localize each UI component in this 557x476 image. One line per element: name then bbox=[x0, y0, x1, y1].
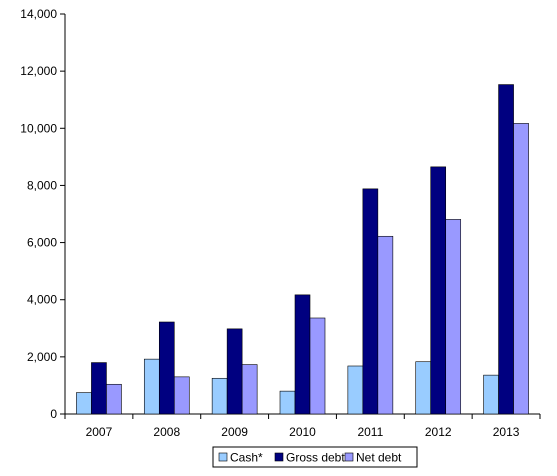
bar-gross-debt-2010 bbox=[294, 294, 311, 415]
bar-cash-2012 bbox=[415, 361, 432, 415]
bar-gross-debt-2008 bbox=[158, 321, 175, 415]
legend-swatch bbox=[218, 452, 228, 462]
bar-cash-2009 bbox=[211, 377, 228, 415]
bar-net-debt-2011 bbox=[377, 235, 394, 415]
y-tick-label: 10,000 bbox=[20, 121, 57, 135]
x-tick-label: 2008 bbox=[153, 425, 180, 439]
bar-cash-2011 bbox=[347, 365, 364, 415]
x-axis: 2007 2008 2009 2010 2011 2012 2013 bbox=[64, 413, 541, 439]
legend-label: Cash* bbox=[230, 451, 263, 465]
bar-gross-debt-2007 bbox=[91, 362, 107, 415]
bar-cash-2010 bbox=[279, 390, 296, 415]
y-tick-label: 12,000 bbox=[20, 64, 57, 78]
bar-net-debt-2010 bbox=[309, 317, 326, 415]
legend-label: Gross debt bbox=[286, 451, 345, 465]
bar-net-debt-2009 bbox=[241, 364, 258, 415]
y-tick-label: 4,000 bbox=[27, 293, 57, 307]
bar-cash-2008 bbox=[143, 358, 160, 415]
y-tick-label: 2,000 bbox=[27, 350, 57, 364]
bar-net-debt-2013 bbox=[513, 123, 529, 415]
x-tick-label: 2007 bbox=[86, 425, 113, 439]
bar-net-debt-2007 bbox=[106, 383, 122, 415]
bar-net-debt-2008 bbox=[173, 376, 190, 415]
bar-gross-debt-2009 bbox=[226, 328, 243, 415]
bar-gross-debt-2013 bbox=[498, 84, 514, 415]
x-tick-label: 2011 bbox=[357, 425, 383, 439]
x-tick-label: 2010 bbox=[289, 425, 316, 439]
bar-cash-2007 bbox=[76, 392, 92, 415]
bar-net-debt-2012 bbox=[445, 219, 462, 415]
legend-label: Net debt bbox=[356, 451, 402, 465]
x-tick-label: 2013 bbox=[493, 425, 520, 439]
y-tick-label: 6,000 bbox=[27, 236, 57, 250]
x-tick-label: 2012 bbox=[425, 425, 452, 439]
y-tick-label: 8,000 bbox=[27, 178, 57, 192]
legend-box bbox=[212, 446, 418, 468]
bar-gross-debt-2011 bbox=[362, 188, 379, 415]
y-tick-label: 14,000 bbox=[20, 7, 57, 21]
y-tick-label: 0 bbox=[50, 407, 57, 421]
x-tick-label: 2009 bbox=[221, 425, 248, 439]
legend-swatch bbox=[274, 452, 284, 462]
bar-gross-debt-2012 bbox=[430, 166, 447, 415]
y-axis: 0 2,000 4,000 6,000 8,000 10,000 12,000 14,000 bbox=[20, 7, 66, 421]
legend-swatch bbox=[344, 452, 354, 462]
legend: Cash* Gross debt Net debt bbox=[212, 446, 418, 468]
bar-cash-2013 bbox=[483, 374, 499, 415]
bars bbox=[76, 84, 529, 415]
